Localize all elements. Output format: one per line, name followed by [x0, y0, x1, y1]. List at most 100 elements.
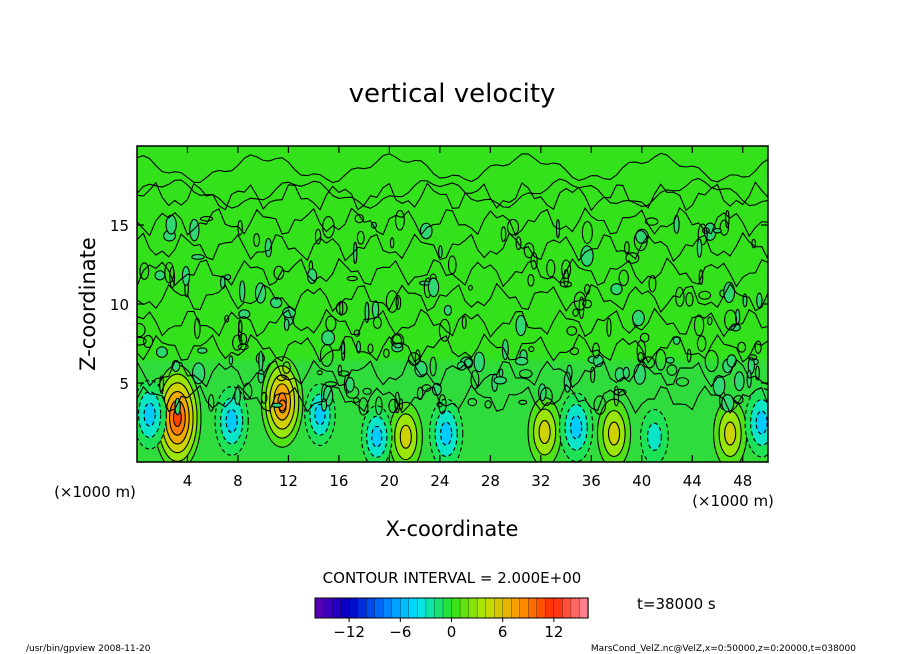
noise-contour — [685, 292, 694, 307]
noise-contour — [473, 351, 485, 373]
noise-contour — [283, 318, 290, 331]
noise-contour — [484, 400, 492, 409]
noise-contour — [362, 387, 372, 395]
noise-contour — [632, 309, 645, 327]
noise-contour — [189, 218, 200, 242]
noise-contour — [264, 237, 273, 258]
contour-interval-label: CONTOUR INTERVAL = 2.000E+00 — [323, 569, 582, 587]
noise-contour — [724, 309, 738, 331]
colorbar-swatch — [314, 597, 325, 619]
y-tick-label: 15 — [110, 217, 129, 235]
colorbar-swatch — [485, 597, 495, 619]
noise-contour — [733, 371, 745, 392]
colorbar-ticks: −12 −6 0 6 12 — [333, 618, 563, 641]
noise-contour — [224, 314, 230, 323]
colorbar-swatch — [528, 597, 538, 619]
noise-contour — [346, 275, 358, 282]
noise-contour — [314, 228, 322, 245]
velocity-cell — [214, 385, 249, 456]
chart-title: vertical velocity — [349, 79, 556, 109]
noise-contour — [257, 368, 265, 384]
noise-contour — [414, 360, 428, 378]
colorbar-swatch — [366, 597, 376, 619]
noise-contour — [582, 299, 593, 309]
noise-contour — [696, 335, 707, 352]
colorbar-swatch — [459, 597, 470, 619]
x-tick-label: 16 — [329, 472, 348, 490]
x-tick-label: 44 — [683, 472, 702, 490]
velocity-cell — [260, 356, 304, 448]
noise-contour — [518, 399, 528, 405]
contour-line — [137, 383, 768, 415]
noise-contour — [569, 347, 580, 356]
noise-contour — [427, 277, 440, 298]
turbulent-contours — [137, 152, 768, 416]
contour-line — [137, 257, 768, 288]
colorbar-tick-label: −6 — [389, 623, 411, 641]
noise-contour — [169, 266, 176, 289]
noise-contour — [625, 252, 640, 264]
colorbar-tick-label: 0 — [447, 623, 457, 641]
noise-contour — [269, 297, 283, 309]
contour-line — [137, 282, 768, 314]
noise-contour — [593, 395, 607, 415]
contour-ring — [724, 421, 737, 446]
noise-contour — [321, 330, 336, 346]
noise-contour — [737, 341, 747, 353]
noise-contour — [666, 364, 678, 376]
noise-contour — [644, 217, 659, 226]
colorbar-swatch — [502, 597, 512, 619]
noise-contour — [538, 383, 547, 402]
colorbar-swatch — [519, 597, 529, 619]
noise-contour — [515, 236, 522, 251]
noise-contour — [754, 340, 762, 354]
x-tick-label: 32 — [531, 472, 550, 490]
noise-contour — [633, 363, 646, 385]
noise-contour — [324, 381, 338, 387]
contour-ring — [371, 425, 383, 448]
noise-contour — [253, 233, 261, 247]
noise-contour — [137, 336, 147, 346]
velocity-cell — [137, 379, 167, 450]
y-tick-label: 10 — [110, 296, 129, 314]
colorbar-swatch — [348, 597, 359, 619]
noise-contour — [364, 301, 370, 324]
noise-contour — [337, 364, 343, 377]
noise-contour — [385, 290, 399, 313]
noise-contour — [467, 397, 478, 407]
velocity-cell — [361, 405, 393, 462]
noise-contour — [375, 396, 383, 416]
velocity-cell — [429, 398, 464, 462]
noise-contour — [493, 376, 507, 385]
noise-contour — [633, 230, 648, 252]
noise-contour — [673, 215, 680, 234]
noise-contour — [696, 238, 703, 258]
noise-contour — [394, 209, 405, 231]
noise-contour — [672, 335, 681, 345]
colorbar-swatch — [476, 597, 487, 619]
noise-contour — [618, 269, 629, 287]
noise-contour — [443, 304, 453, 316]
x-tick-label: 28 — [481, 472, 500, 490]
contour-line — [137, 307, 768, 338]
noise-contour — [164, 261, 175, 284]
noise-contour — [383, 348, 390, 359]
noise-contour — [707, 316, 713, 326]
noise-contour — [704, 349, 719, 373]
noise-contour — [395, 295, 402, 310]
noise-contour — [500, 226, 507, 242]
noise-contour — [438, 245, 443, 259]
noise-contour — [592, 342, 601, 359]
colorbar-swatch — [331, 597, 342, 619]
noise-contour — [429, 356, 437, 377]
colorbar-swatch — [511, 597, 521, 619]
noise-contour — [721, 394, 735, 413]
noise-contour — [191, 362, 206, 385]
noise-contour — [174, 397, 181, 416]
noise-contour — [712, 374, 726, 397]
y-axis-label: Z-coordinate — [76, 237, 100, 371]
colorbar-swatch — [425, 597, 436, 619]
noise-contour — [561, 259, 572, 280]
colorbar-swatch — [434, 597, 444, 619]
colorbar-swatch — [451, 597, 461, 619]
